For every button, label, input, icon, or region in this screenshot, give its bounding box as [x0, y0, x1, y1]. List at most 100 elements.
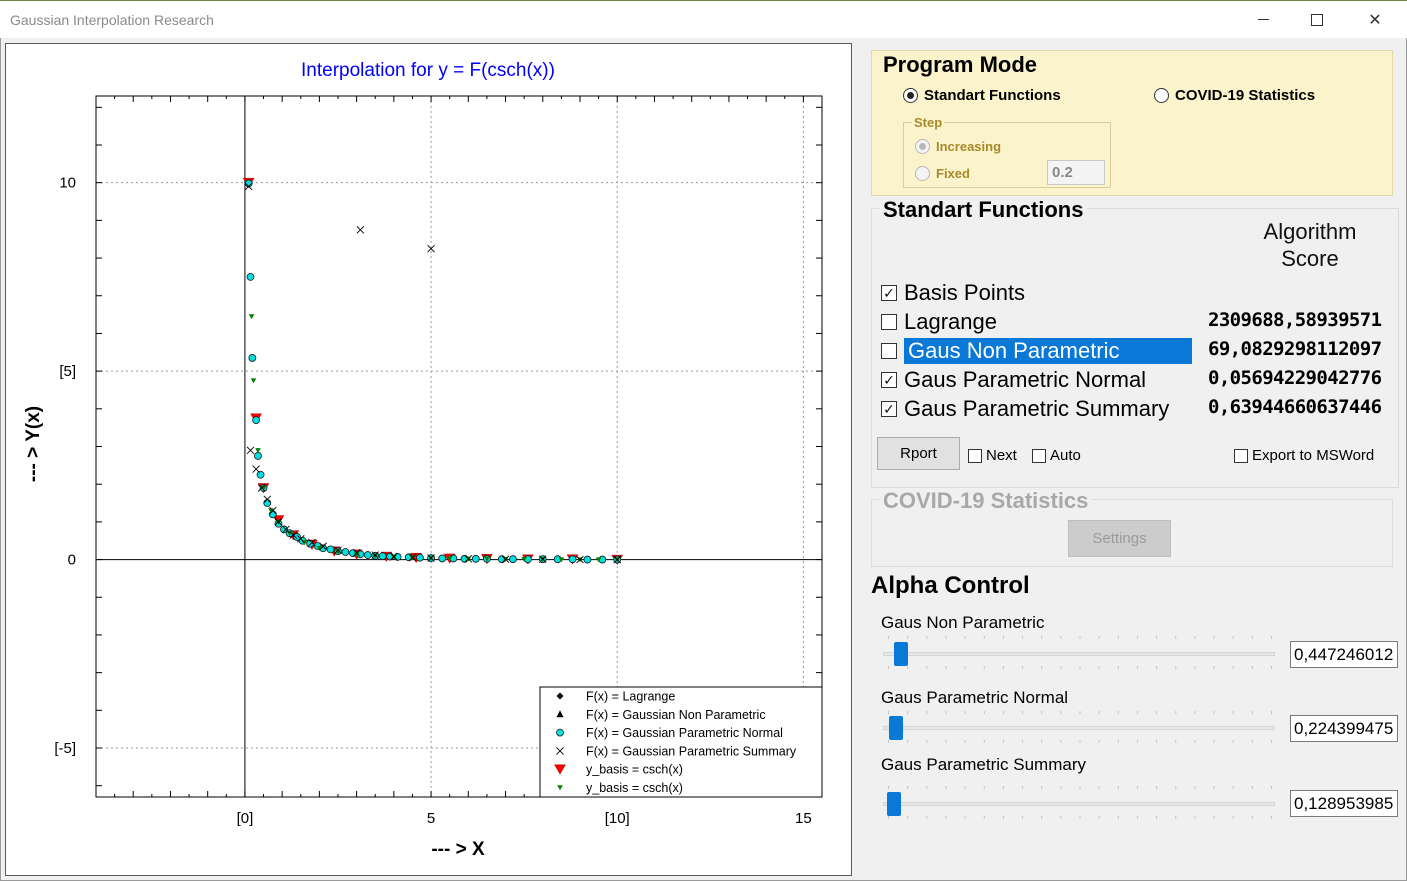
mode-standart-label: Standart Functions — [924, 87, 1061, 104]
slider-tick — [1098, 711, 1100, 714]
slider-tick — [1002, 740, 1004, 743]
data-point-basis-green — [595, 557, 602, 563]
checkbox[interactable]: ✓ — [881, 372, 897, 388]
radio-button[interactable] — [915, 139, 930, 154]
slider-track-parametric-summary[interactable] — [883, 802, 1275, 806]
minimize-button[interactable] — [1240, 1, 1286, 38]
slider-tick — [1175, 740, 1177, 743]
radio-button[interactable] — [903, 88, 918, 103]
slider-tick — [1041, 666, 1043, 669]
next-checkbox[interactable]: Next — [968, 447, 1017, 464]
slider-tick — [1136, 740, 1138, 743]
data-point-basis-green — [316, 546, 323, 552]
slider-tick — [1213, 816, 1215, 819]
slider-label-parametric-normal: Gaus Parametric Normal — [881, 688, 1069, 707]
gaus-non-parametric-checkbox[interactable]: Gaus Non Parametric — [881, 338, 1192, 364]
step-increasing-radio[interactable]: Increasing — [915, 139, 1001, 154]
slider-track-non-parametric[interactable] — [883, 652, 1275, 656]
data-point-basis-green — [558, 557, 565, 563]
maximize-button[interactable] — [1294, 1, 1340, 38]
slider-tick — [1022, 666, 1024, 669]
slider-tick — [926, 740, 928, 743]
slider-tick — [1271, 636, 1272, 639]
slider-tick — [1271, 740, 1272, 743]
data-point-summary — [319, 542, 327, 551]
slider-tick — [1194, 786, 1196, 789]
slider-tick — [926, 636, 928, 639]
alpha-value-non-parametric[interactable]: 0,447246012 — [1290, 641, 1398, 668]
slider-tick — [1079, 666, 1081, 669]
radio-button[interactable] — [1154, 88, 1169, 103]
slider-tick — [964, 666, 966, 669]
step-fixed-radio[interactable]: Fixed — [915, 166, 970, 181]
slider-thumb-parametric-normal[interactable] — [888, 716, 903, 740]
step-fixed-input[interactable]: 0.2 — [1047, 160, 1105, 185]
data-point-summary — [408, 553, 417, 562]
checkbox[interactable] — [1032, 448, 1046, 463]
checkbox[interactable]: ✓ — [881, 401, 897, 417]
checkbox[interactable] — [968, 448, 982, 463]
slider-tick — [1232, 816, 1234, 819]
slider-tick — [1156, 636, 1158, 639]
covid-title: COVID-19 Statistics — [879, 488, 1093, 514]
program-mode-title: Program Mode — [883, 52, 1038, 77]
slider-tick — [964, 711, 966, 714]
checkbox[interactable] — [1234, 448, 1248, 463]
slider-tick — [1136, 636, 1138, 639]
data-point-summary — [538, 555, 547, 564]
settings-button[interactable]: Settings — [1068, 520, 1171, 557]
slider-tick — [1060, 636, 1062, 639]
data-point-summary — [352, 548, 361, 557]
export-msword-checkbox[interactable]: Export to MSWord — [1234, 447, 1374, 464]
report-button[interactable]: Rport — [877, 437, 960, 470]
data-point-basis-green — [353, 552, 360, 558]
slider-tick — [1232, 786, 1234, 789]
data-point-basis-green — [248, 314, 255, 320]
gaus-parametric-summary-score: 0,63944660637446 — [1208, 396, 1382, 418]
alpha-value-parametric-normal[interactable]: 0,224399475 — [1290, 715, 1398, 742]
data-point-basis-green — [250, 378, 257, 384]
data-point-summary — [613, 555, 622, 564]
checkbox[interactable] — [881, 314, 897, 330]
data-point-basis-green — [557, 785, 563, 791]
checkbox[interactable]: ✓ — [881, 285, 897, 301]
slider-tick — [1271, 786, 1272, 789]
chart-y-label: --- > Y(x) — [23, 406, 44, 482]
data-point-summary — [246, 446, 255, 455]
slider-label-non-parametric: Gaus Non Parametric — [881, 613, 1045, 632]
data-point-basis-green — [372, 553, 379, 559]
slider-tick — [1136, 816, 1138, 819]
alpha-value-parametric-summary[interactable]: 0,128953985 — [1290, 790, 1398, 817]
radio-button[interactable] — [915, 166, 930, 181]
lagrange-checkbox[interactable]: Lagrange — [881, 309, 997, 335]
slider-tick — [1098, 666, 1100, 669]
slider-thumb-non-parametric[interactable] — [894, 642, 909, 666]
slider-tick — [888, 666, 889, 669]
close-button[interactable]: ✕ — [1352, 1, 1398, 38]
basis-points-checkbox[interactable]: ✓ Basis Points — [881, 280, 1025, 306]
auto-checkbox[interactable]: Auto — [1032, 447, 1081, 464]
gaus-parametric-normal-score: 0,05694229042776 — [1208, 367, 1382, 389]
slider-track-parametric-normal[interactable] — [883, 726, 1275, 730]
gaus-parametric-summary-checkbox[interactable]: ✓ Gaus Parametric Summary — [881, 396, 1169, 422]
data-point-summary — [501, 555, 510, 564]
slider-tick — [1156, 816, 1158, 819]
data-point-summary — [390, 552, 398, 561]
slider-thumb-parametric-summary[interactable] — [886, 792, 901, 816]
slider-tick — [983, 816, 985, 819]
slider-tick — [964, 636, 966, 639]
export-msword-label: Export to MSWord — [1252, 447, 1375, 464]
x-tick-label: [10] — [605, 810, 630, 827]
gaus-parametric-normal-checkbox[interactable]: ✓ Gaus Parametric Normal — [881, 367, 1146, 393]
slider-tick — [945, 711, 947, 714]
alpha-control-title: Alpha Control — [871, 572, 1030, 599]
checkbox[interactable] — [881, 343, 897, 359]
slider-tick — [888, 740, 889, 743]
slider-tick — [1041, 636, 1043, 639]
mode-standart-radio[interactable]: Standart Functions — [903, 87, 1061, 104]
algorithm-score-header: Algorithm Score — [1263, 219, 1357, 271]
slider-ticks — [888, 636, 1272, 639]
mode-covid-radio[interactable]: COVID-19 Statistics — [1154, 87, 1315, 104]
step-title: Step — [912, 115, 945, 130]
data-point-summary — [252, 465, 260, 473]
